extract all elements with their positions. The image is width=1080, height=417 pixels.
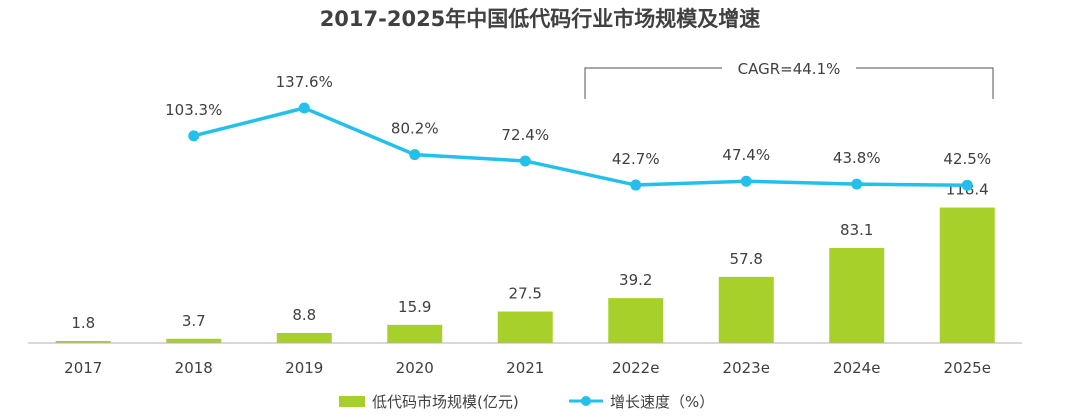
growth-point-2021	[519, 155, 531, 167]
bar-label-2019: 8.8	[292, 306, 316, 324]
growth-label-2022e: 42.7%	[612, 150, 660, 168]
bar-2018	[166, 338, 222, 343]
bar-label-2020: 15.9	[398, 298, 431, 316]
bar-label-2024e: 83.1	[840, 221, 873, 239]
legend: 低代码市场规模(亿元) 增长速度（%）	[339, 393, 714, 411]
bar-2021	[497, 311, 553, 343]
bar-2020	[387, 324, 443, 343]
tick-label-2017: 2017	[64, 359, 102, 377]
line-value-labels: 103.3% 137.6% 80.2% 72.4% 42.7% 47.4% 43.8% 42.…	[165, 73, 991, 168]
bar-label-2021: 27.5	[509, 285, 542, 303]
legend-line-marker	[581, 396, 591, 406]
tick-label-2025e: 2025e	[944, 359, 991, 377]
tick-label-2018: 2018	[175, 359, 213, 377]
cagr-bracket-left	[584, 67, 722, 99]
growth-label-2021: 72.4%	[501, 126, 549, 144]
growth-label-2025e: 42.5%	[943, 150, 991, 168]
bar-value-labels: 1.83.78.815.927.539.257.883.1118.4	[71, 181, 988, 332]
growth-label-2018: 103.3%	[165, 101, 222, 119]
growth-point-2025e	[961, 179, 973, 191]
bar-2023e	[718, 276, 774, 343]
chart-title: 2017-2025年中国低代码行业市场规模及增速	[320, 7, 761, 31]
tick-label-2020: 2020	[396, 359, 434, 377]
bar-2025e	[939, 207, 995, 343]
bar-2024e	[829, 247, 885, 343]
growth-label-2019: 137.6%	[276, 73, 333, 91]
bar-label-2018: 3.7	[182, 312, 206, 330]
cagr-annotation: CAGR=44.1%	[584, 60, 994, 99]
bar-2019	[276, 332, 332, 343]
growth-point-2019	[298, 102, 310, 114]
legend-line-label: 增长速度（%）	[610, 393, 714, 411]
tick-label-2021: 2021	[506, 359, 544, 377]
bar-2017	[55, 340, 111, 343]
growth-rate-line	[193, 106, 968, 187]
bar-2022e	[608, 298, 664, 343]
growth-point-2023e	[740, 175, 752, 187]
x-axis-tick-labels: 2017 2018 2019 2020 2021 2022e 2023e 2024e 2025e	[64, 359, 991, 377]
growth-point-2018	[188, 130, 200, 142]
bar-label-2022e: 39.2	[619, 271, 652, 289]
growth-point-2024e	[851, 178, 863, 190]
line-series	[188, 102, 973, 191]
cagr-bracket-right	[856, 67, 994, 99]
growth-point-2020	[409, 149, 421, 161]
cagr-label: CAGR=44.1%	[738, 60, 841, 78]
legend-bar-label: 低代码市场规模(亿元)	[372, 393, 519, 411]
growth-point-2022e	[630, 179, 642, 191]
bar-label-2017: 1.8	[71, 314, 95, 332]
bar-label-2023e: 57.8	[730, 250, 763, 268]
tick-label-2024e: 2024e	[833, 359, 880, 377]
legend-bar-swatch	[339, 396, 365, 407]
growth-label-2023e: 47.4%	[722, 146, 770, 164]
tick-label-2022e: 2022e	[612, 359, 659, 377]
bar-series	[55, 207, 995, 343]
growth-label-2024e: 43.8%	[833, 149, 881, 167]
tick-label-2023e: 2023e	[723, 359, 770, 377]
tick-label-2019: 2019	[285, 359, 323, 377]
growth-label-2020: 80.2%	[391, 120, 439, 138]
